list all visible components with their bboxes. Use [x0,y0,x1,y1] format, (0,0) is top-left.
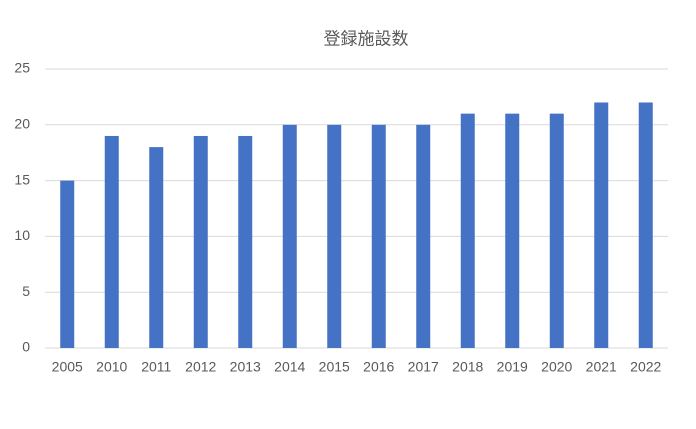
bar [327,124,342,348]
bar [149,147,164,348]
bar [282,124,297,348]
x-tick-label: 2012 [185,359,216,375]
x-tick-label: 2016 [363,359,394,375]
y-tick-label: 10 [14,227,30,243]
chart-title: 登録施設数 [324,29,409,48]
x-tick-label: 2021 [586,359,617,375]
y-tick-label: 15 [14,171,30,187]
y-tick-label: 20 [14,116,30,132]
x-tick-label: 2010 [96,359,127,375]
y-tick-label: 5 [22,283,30,299]
bar [460,113,475,348]
x-tick-label: 2022 [630,359,661,375]
x-tick-label: 2017 [408,359,439,375]
bar [238,135,253,348]
bar [416,124,431,348]
x-tick-label: 2014 [274,359,305,375]
x-tick-label: 2020 [541,359,572,375]
bar [104,135,119,348]
bar [60,180,75,348]
bar [594,102,609,348]
x-tick-label: 2011 [141,359,171,375]
x-tick-label: 2018 [452,359,483,375]
x-tick-label: 2005 [52,359,83,375]
bar [371,124,386,348]
x-tick-label: 2019 [497,359,528,375]
bar [505,113,520,348]
y-tick-label: 0 [22,339,30,355]
x-tick-label: 2015 [319,359,350,375]
bar [638,102,653,348]
x-tick-label: 2013 [230,359,261,375]
y-tick-label: 25 [14,60,30,76]
bar [549,113,564,348]
bar [193,135,208,348]
